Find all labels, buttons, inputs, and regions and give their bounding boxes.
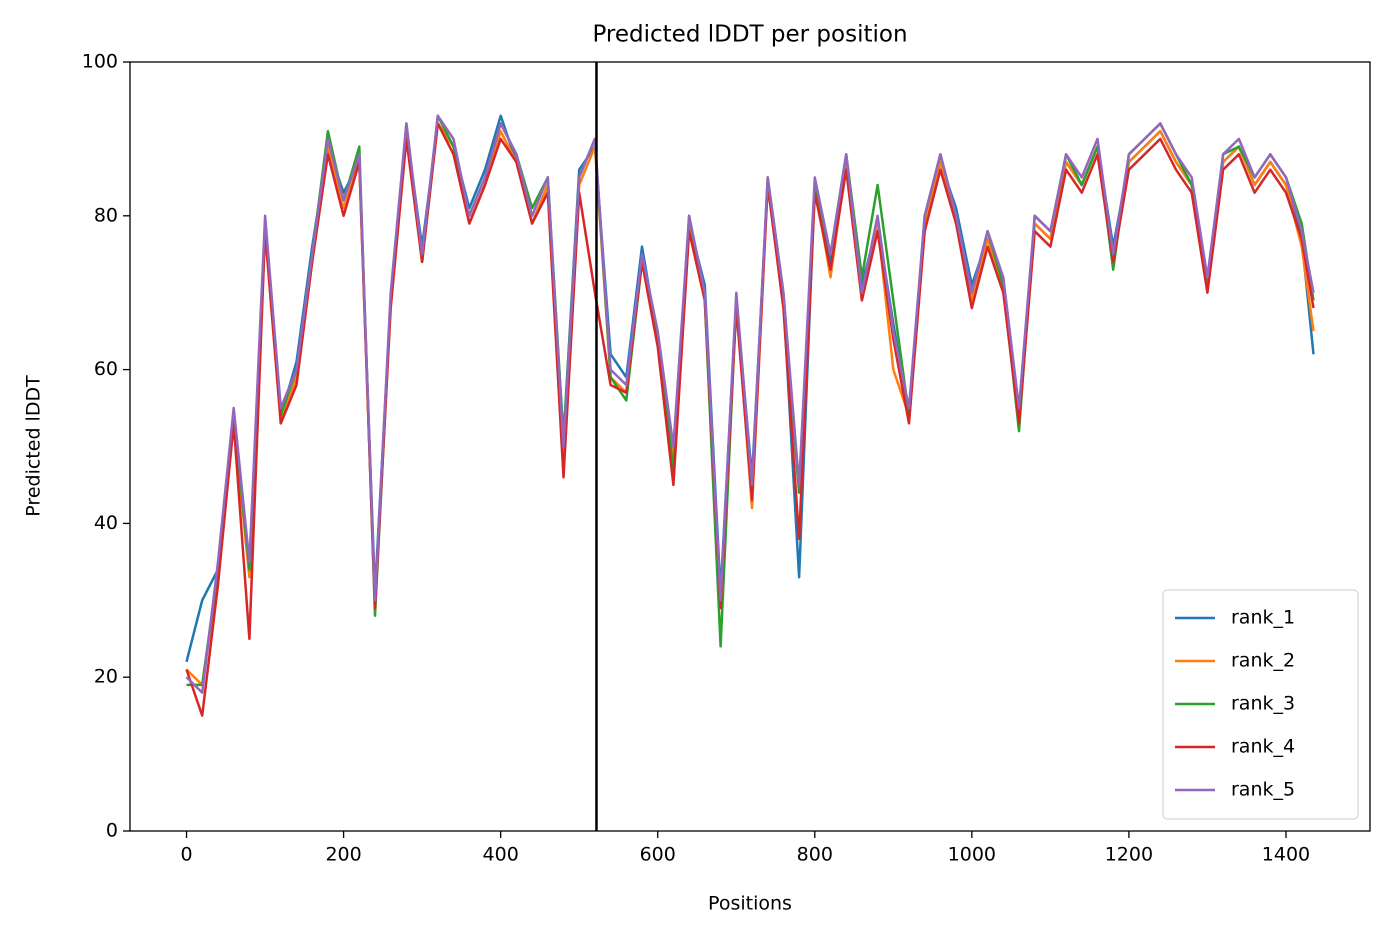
- y-tick-label: 20: [94, 666, 118, 688]
- legend-label: rank_2: [1231, 650, 1295, 672]
- series-line: [186, 114, 1315, 687]
- x-tick-label: 800: [797, 844, 833, 866]
- plot-frame: [129, 61, 1371, 832]
- y-tick-label: 60: [94, 358, 118, 380]
- x-tick-label: 1200: [1105, 844, 1153, 866]
- y-tick-label: 0: [106, 820, 118, 842]
- x-tick-label: 1400: [1262, 844, 1310, 866]
- x-tick-label: 600: [640, 844, 676, 866]
- x-axis-label: Positions: [708, 893, 792, 915]
- legend-label: rank_1: [1231, 607, 1295, 629]
- x-tick-label: 1000: [948, 844, 996, 866]
- y-axis-label: Predicted lDDT: [23, 375, 45, 517]
- series-line: [185, 114, 1315, 694]
- legend-label: rank_4: [1231, 736, 1295, 758]
- y-tick-label: 100: [82, 51, 118, 73]
- legend-label: rank_3: [1231, 693, 1295, 715]
- chart-title: Predicted lDDT per position: [592, 22, 907, 48]
- y-tick-label: 40: [94, 512, 118, 534]
- x-tick-label: 400: [483, 844, 519, 866]
- series-line: [185, 122, 1315, 687]
- x-tick-label: 200: [325, 844, 361, 866]
- x-tick-label: 0: [180, 844, 192, 866]
- series-line: [185, 122, 1315, 717]
- y-tick-label: 80: [94, 204, 118, 226]
- legend-label: rank_5: [1231, 779, 1295, 801]
- series-line: [185, 114, 1315, 663]
- legend-box: [1162, 589, 1359, 820]
